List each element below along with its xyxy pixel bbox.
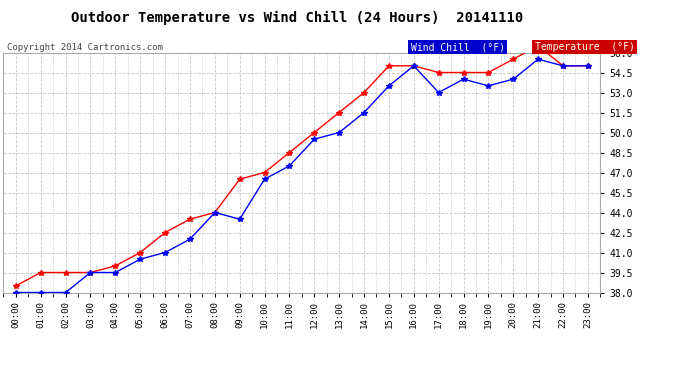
Text: Copyright 2014 Cartronics.com: Copyright 2014 Cartronics.com: [7, 43, 163, 52]
Text: Temperature  (°F): Temperature (°F): [535, 42, 635, 52]
Text: Wind Chill  (°F): Wind Chill (°F): [411, 42, 504, 52]
Text: Outdoor Temperature vs Wind Chill (24 Hours)  20141110: Outdoor Temperature vs Wind Chill (24 Ho…: [70, 11, 523, 26]
